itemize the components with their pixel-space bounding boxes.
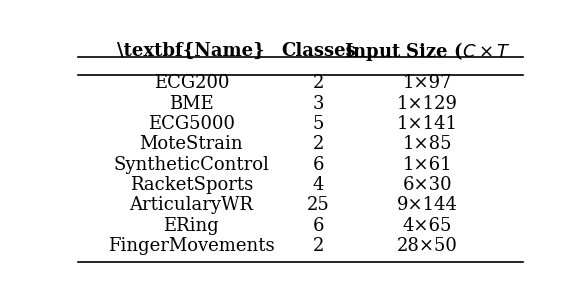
Text: SyntheticControl: SyntheticControl: [114, 156, 269, 174]
Text: ERing: ERing: [163, 217, 219, 235]
Text: 3: 3: [313, 95, 324, 113]
Text: 4×65: 4×65: [403, 217, 452, 235]
Text: Input Size ($\mathit{C} \times \mathit{T}$: Input Size ($\mathit{C} \times \mathit{T…: [344, 40, 511, 62]
Text: 4: 4: [313, 176, 324, 194]
Text: 1×85: 1×85: [403, 135, 452, 153]
Text: ECG5000: ECG5000: [148, 115, 235, 133]
Text: ArticularyWR: ArticularyWR: [130, 196, 253, 214]
Text: BME: BME: [169, 95, 214, 113]
Text: 1×61: 1×61: [403, 156, 452, 174]
Text: 1×129: 1×129: [397, 95, 458, 113]
Text: 28×50: 28×50: [397, 237, 458, 255]
Text: 1×97: 1×97: [403, 74, 452, 92]
Text: RacketSports: RacketSports: [130, 176, 253, 194]
Text: FingerMovements: FingerMovements: [108, 237, 275, 255]
Text: 2: 2: [313, 74, 324, 92]
Text: 6: 6: [313, 156, 324, 174]
Text: 25: 25: [307, 196, 330, 214]
Text: 5: 5: [313, 115, 324, 133]
Text: 2: 2: [313, 237, 324, 255]
Text: 2: 2: [313, 135, 324, 153]
Text: 6×30: 6×30: [403, 176, 452, 194]
Text: MoteStrain: MoteStrain: [139, 135, 243, 153]
Text: Classes: Classes: [281, 42, 356, 60]
Text: 6: 6: [313, 217, 324, 235]
Text: \textbf{Name}: \textbf{Name}: [117, 42, 265, 60]
Text: 9×144: 9×144: [397, 196, 458, 214]
Text: 1×141: 1×141: [397, 115, 458, 133]
Text: ECG200: ECG200: [154, 74, 229, 92]
